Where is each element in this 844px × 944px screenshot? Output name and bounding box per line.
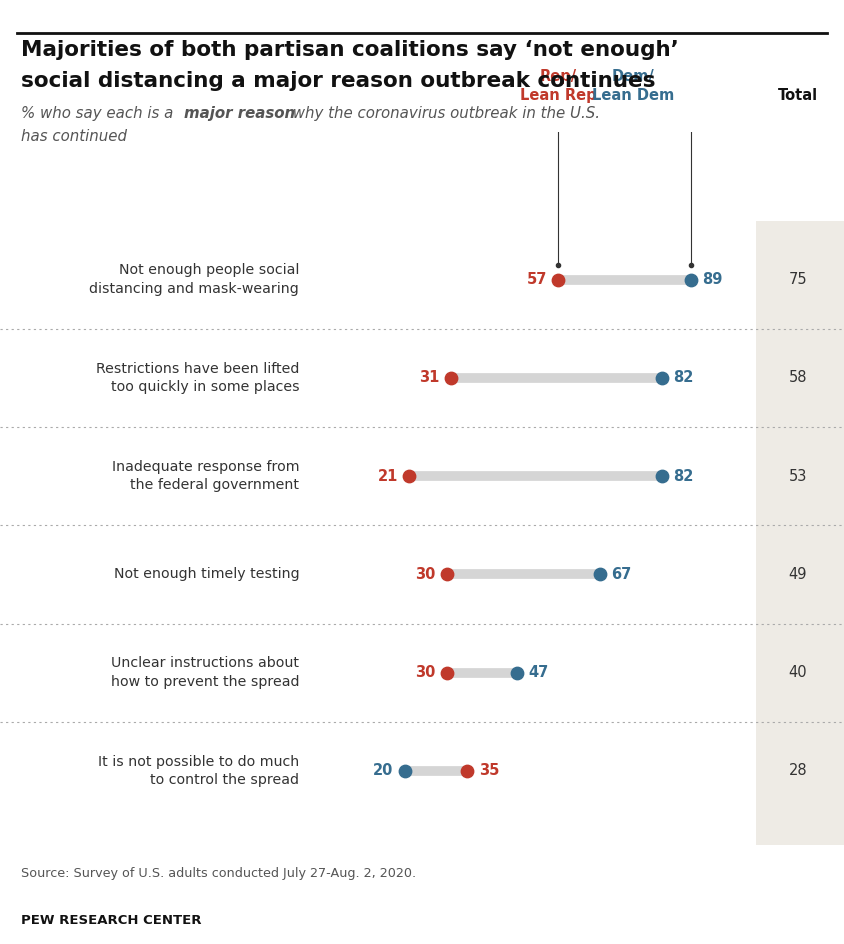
Text: 35: 35 bbox=[479, 764, 499, 779]
Text: Unclear instructions about
how to prevent the spread: Unclear instructions about how to preven… bbox=[111, 656, 300, 689]
Point bbox=[684, 272, 698, 287]
Text: 28: 28 bbox=[788, 764, 807, 779]
Point bbox=[461, 764, 474, 779]
Text: major reason: major reason bbox=[184, 106, 295, 121]
Text: Restrictions have been lifted
too quickly in some places: Restrictions have been lifted too quickl… bbox=[96, 362, 300, 394]
Text: social distancing a major reason outbreak continues: social distancing a major reason outbrea… bbox=[21, 71, 656, 91]
Text: 30: 30 bbox=[414, 567, 435, 582]
Point bbox=[655, 468, 668, 483]
Text: 67: 67 bbox=[611, 567, 631, 582]
Text: 82: 82 bbox=[674, 370, 694, 385]
Text: Dem/
Lean Dem: Dem/ Lean Dem bbox=[592, 69, 674, 103]
Text: Not enough timely testing: Not enough timely testing bbox=[114, 567, 300, 582]
Text: 58: 58 bbox=[788, 370, 807, 385]
Text: 75: 75 bbox=[788, 272, 807, 287]
Text: Total: Total bbox=[778, 88, 818, 103]
Text: has continued: has continued bbox=[21, 129, 127, 144]
Point bbox=[593, 566, 607, 582]
Text: 20: 20 bbox=[373, 764, 393, 779]
Text: 40: 40 bbox=[788, 666, 807, 681]
Point bbox=[655, 370, 668, 385]
Text: Inadequate response from
the federal government: Inadequate response from the federal gov… bbox=[111, 460, 300, 493]
Text: why the coronavirus outbreak in the U.S.: why the coronavirus outbreak in the U.S. bbox=[288, 106, 600, 121]
Text: 89: 89 bbox=[702, 272, 723, 287]
Point bbox=[511, 666, 524, 681]
Text: 53: 53 bbox=[789, 468, 807, 483]
Text: 47: 47 bbox=[528, 666, 549, 681]
Point bbox=[440, 566, 453, 582]
Point bbox=[444, 370, 457, 385]
Text: It is not possible to do much
to control the spread: It is not possible to do much to control… bbox=[98, 755, 300, 787]
Text: 31: 31 bbox=[419, 370, 439, 385]
Text: Rep/
Lean Rep: Rep/ Lean Rep bbox=[520, 69, 597, 103]
Point bbox=[398, 764, 412, 779]
Text: 57: 57 bbox=[527, 272, 547, 287]
Point bbox=[552, 272, 565, 287]
Text: 30: 30 bbox=[414, 666, 435, 681]
Point bbox=[440, 666, 453, 681]
Bar bbox=[755, 221, 844, 845]
Text: 82: 82 bbox=[674, 468, 694, 483]
Text: Source: Survey of U.S. adults conducted July 27-Aug. 2, 2020.: Source: Survey of U.S. adults conducted … bbox=[21, 867, 416, 880]
Text: % who say each is a: % who say each is a bbox=[21, 106, 178, 121]
Text: Majorities of both partisan coalitions say ‘not enough’: Majorities of both partisan coalitions s… bbox=[21, 40, 679, 59]
Text: PEW RESEARCH CENTER: PEW RESEARCH CENTER bbox=[21, 914, 202, 927]
Point bbox=[403, 468, 416, 483]
Text: 21: 21 bbox=[377, 468, 398, 483]
Text: 49: 49 bbox=[788, 567, 807, 582]
Text: Not enough people social
distancing and mask-wearing: Not enough people social distancing and … bbox=[89, 263, 300, 295]
